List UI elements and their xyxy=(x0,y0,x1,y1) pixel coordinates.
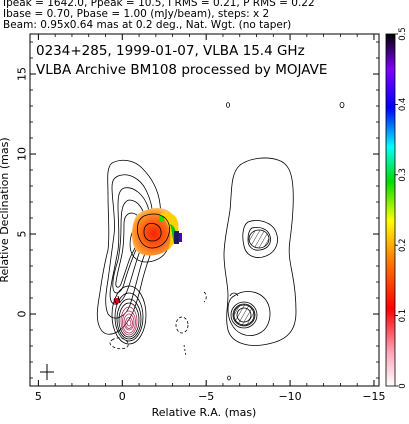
polarization-contour xyxy=(225,102,230,108)
header-line-1: Ipeak = 1642.0, Ppeak = 10.5, I RMS = 0.… xyxy=(3,0,315,9)
polarized-spot xyxy=(159,216,164,221)
polarized-knot-peak xyxy=(179,233,182,242)
colorbar-tick-label: 0.5 xyxy=(398,27,408,41)
polarized-core xyxy=(114,298,119,303)
y-tick-label: 10 xyxy=(16,147,29,161)
stokes-i-contour xyxy=(114,292,144,342)
polarization-contour xyxy=(227,375,231,381)
evpa-vectors xyxy=(113,295,121,306)
stokes-i-contour xyxy=(120,306,138,336)
colorbar-tick-label: 0 xyxy=(398,383,408,388)
polarized-knot-contour xyxy=(136,213,170,249)
x-tick-label: −10 xyxy=(278,390,301,403)
stokes-i-contour xyxy=(96,159,161,335)
stokes-i-contour xyxy=(123,313,135,331)
x-tick-label: −15 xyxy=(362,390,385,403)
stokes-i-contour xyxy=(126,319,132,327)
negative-contour xyxy=(109,337,129,350)
x-axis: 5 0 −5 −10 −15 xyxy=(35,34,386,403)
plot-frame xyxy=(29,33,380,387)
polarization-contour xyxy=(229,292,239,297)
stokes-i-contour xyxy=(122,310,136,334)
header-line-2: Ibase = 0.70, Pbase = 1.00 (mJy/beam), s… xyxy=(3,8,270,20)
contour-map xyxy=(96,102,345,381)
y-tick-label: 15 xyxy=(16,67,29,81)
polarization-contour xyxy=(230,301,258,329)
header-line-3: Beam: 0.95x0.64 mas at 0.2 deg., Nat. Wg… xyxy=(3,19,292,31)
y-axis-label: Relative Declination (mas) xyxy=(0,137,11,282)
polarization-hatch xyxy=(232,303,256,327)
polarization-hatch xyxy=(248,229,270,249)
y-axis: 0 5 10 15 xyxy=(16,41,379,379)
polarization-contour xyxy=(247,227,271,251)
polarization-contour xyxy=(227,291,271,336)
y-tick-label: 5 xyxy=(16,231,29,238)
x-tick-label: −5 xyxy=(198,390,214,403)
colorbar xyxy=(385,33,396,387)
colorbar-tick-label: 0.2 xyxy=(398,238,408,252)
colorbar-tick-label: 0.1 xyxy=(398,309,408,323)
colorbar-axis: 0 0.1 0.2 0.3 0.4 0.5 xyxy=(395,27,408,389)
colorbar-tick-label: 0.3 xyxy=(398,168,408,182)
chart-subtitle: VLBA Archive BM108 processed by MOJAVE xyxy=(36,62,327,78)
negative-contour xyxy=(183,344,187,357)
negative-contour xyxy=(203,291,207,303)
x-tick-label: 0 xyxy=(119,390,126,403)
colorbar-tick-label: 0.4 xyxy=(398,98,408,112)
stokes-i-contour xyxy=(111,285,147,345)
polarized-knot-contour xyxy=(143,223,162,242)
stokes-i-contour xyxy=(125,317,133,329)
chart-title: 0234+285, 1999-01-07, VLBA 15.4 GHz xyxy=(36,43,305,59)
beam-marker xyxy=(40,364,54,380)
stokes-i-contour xyxy=(118,302,140,338)
polarized-knot-peak xyxy=(174,231,179,244)
polarization-contour xyxy=(242,220,278,258)
y-tick-label: 0 xyxy=(16,311,29,318)
x-tick-label: 5 xyxy=(35,390,42,403)
polarization-contour xyxy=(339,102,345,109)
x-axis-label: Relative R.A. (mas) xyxy=(152,406,257,419)
negative-contour xyxy=(175,316,189,334)
stokes-i-contour xyxy=(116,298,142,340)
polarization-contour xyxy=(223,157,297,346)
